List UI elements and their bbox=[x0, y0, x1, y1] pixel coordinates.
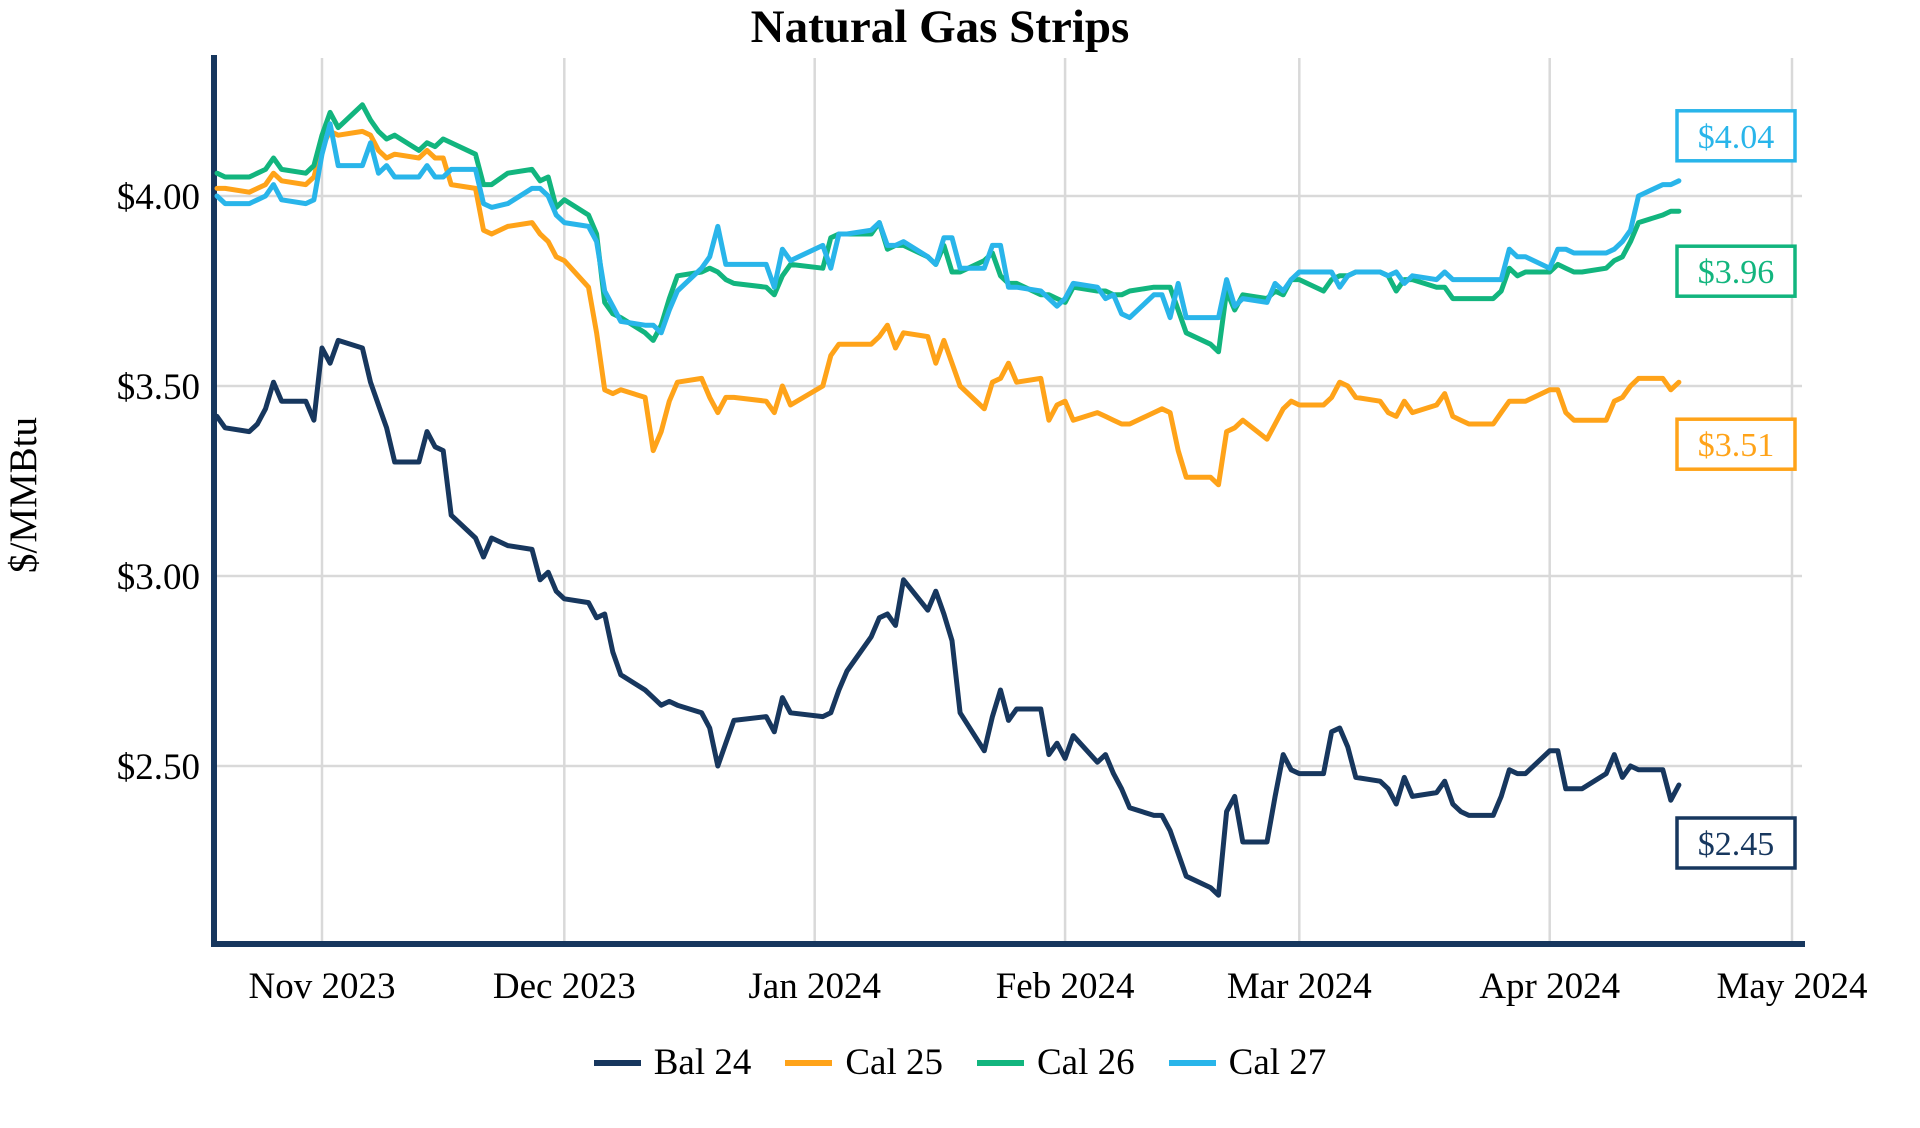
x-tick-labels: Nov 2023 Dec 2023 Jan 2024 Feb 2024 Mar 2024… bbox=[249, 966, 1868, 1007]
y-tick-label-4.00: $4.00 bbox=[117, 177, 200, 218]
x-tick-label-mar-2024: Mar 2024 bbox=[1227, 966, 1372, 1007]
legend-item-bal-24: Bal 24 bbox=[593, 1042, 752, 1083]
series-line-cal-27 bbox=[214, 121, 1682, 336]
legend-item-cal-26: Cal 26 bbox=[977, 1044, 1135, 1081]
end-value-labels: $2.45 $3.51 $3.96 $4.04 bbox=[1675, 109, 1797, 870]
series-line-cal-26 bbox=[214, 102, 1682, 355]
end-label-box bbox=[1675, 816, 1797, 870]
legend-dash-icon bbox=[593, 1059, 641, 1066]
series-lines bbox=[214, 102, 1682, 898]
legend-label: Bal 24 bbox=[653, 1042, 752, 1083]
legend-dash-icon bbox=[1168, 1059, 1216, 1066]
y-tick-labels: $4.00 $3.50 $3.00 $2.50 bbox=[117, 177, 200, 788]
y-tick-label-3.50: $3.50 bbox=[117, 367, 200, 408]
end-label-value: $3.96 bbox=[1698, 254, 1775, 291]
legend-dash-icon bbox=[785, 1059, 833, 1066]
legend-label: Cal 25 bbox=[845, 1042, 943, 1083]
legend-label: Cal 27 bbox=[1228, 1042, 1327, 1083]
end-label-value: $3.51 bbox=[1698, 427, 1775, 464]
end-label-cal-25: $3.51 bbox=[1675, 417, 1797, 471]
x-tick-label-dec-2023: Dec 2023 bbox=[493, 966, 636, 1007]
x-tick-label-apr-2024: Apr 2024 bbox=[1479, 966, 1620, 1007]
gridlines bbox=[214, 58, 1802, 944]
chart-title: Natural Gas Strips bbox=[751, 1, 1130, 53]
legend-label: Cal 26 bbox=[1037, 1042, 1135, 1083]
x-tick-label-jan-2024: Jan 2024 bbox=[748, 966, 881, 1007]
y-axis-title: $/MMBtu bbox=[2, 417, 45, 573]
x-tick-label-feb-2024: Feb 2024 bbox=[996, 966, 1135, 1007]
legend-item-cal-25: Cal 25 bbox=[785, 1044, 943, 1081]
x-tick-label-nov-2023: Nov 2023 bbox=[249, 966, 396, 1007]
series-line-cal-25 bbox=[214, 128, 1682, 488]
end-label-box bbox=[1675, 109, 1797, 163]
y-tick-label-3.00: $3.00 bbox=[117, 557, 200, 598]
end-label-cal-26: $3.96 bbox=[1675, 244, 1797, 298]
x-tick-label-may-2024: May 2024 bbox=[1716, 966, 1867, 1007]
end-label-box bbox=[1675, 244, 1797, 298]
end-label-value: $4.04 bbox=[1698, 119, 1775, 156]
series-line-bal-24 bbox=[214, 337, 1682, 898]
end-label-box bbox=[1675, 417, 1797, 471]
axes bbox=[211, 55, 1805, 947]
end-label-cal-27: $4.04 bbox=[1675, 109, 1797, 163]
legend-item-cal-27: Cal 27 bbox=[1168, 1042, 1327, 1083]
legend-dash-icon bbox=[977, 1059, 1024, 1066]
legend: Bal 24 Cal 25 Cal 26 Cal 27 bbox=[0, 1044, 1920, 1081]
end-label-bal-24: $2.45 bbox=[1675, 816, 1797, 870]
end-label-value: $2.45 bbox=[1698, 826, 1775, 863]
y-tick-label-2.50: $2.50 bbox=[117, 747, 200, 788]
